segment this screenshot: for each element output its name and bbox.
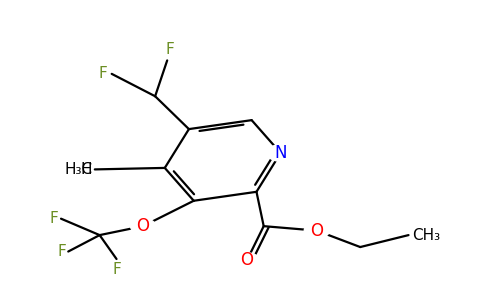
Text: O: O (241, 251, 253, 269)
Circle shape (131, 218, 156, 234)
Text: CH₃: CH₃ (412, 228, 440, 243)
Circle shape (267, 145, 294, 161)
Text: F: F (57, 244, 66, 259)
Text: O: O (310, 222, 323, 240)
Text: N: N (274, 144, 287, 162)
Circle shape (304, 223, 329, 239)
Circle shape (234, 253, 259, 268)
Text: F: F (98, 66, 107, 81)
Text: O: O (136, 217, 150, 235)
Text: F: F (50, 211, 59, 226)
Text: F: F (112, 262, 121, 277)
Text: F: F (165, 42, 174, 57)
Text: H: H (81, 162, 92, 177)
Text: H₃C: H₃C (64, 162, 92, 177)
